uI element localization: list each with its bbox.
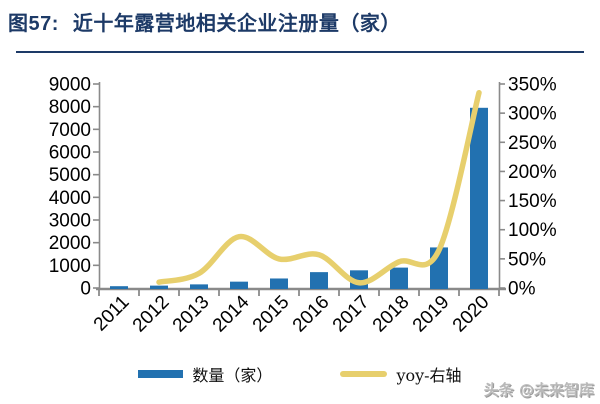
chart-legend: 数量（家） yoy-右轴 <box>0 362 600 386</box>
bar-2011 <box>110 286 128 289</box>
x-axis-year-label: 2015 <box>249 292 294 337</box>
x-axis-year-label: 2020 <box>449 292 494 337</box>
legend-item-bars: 数量（家） <box>138 362 272 386</box>
bar-2018 <box>390 267 408 289</box>
figure-number: 图57: <box>8 13 59 35</box>
bar-2013 <box>190 284 208 289</box>
bar-2012 <box>150 285 168 289</box>
x-axis-year-label: 2013 <box>169 292 214 337</box>
x-axis-year-label: 2012 <box>129 292 174 337</box>
left-axis-tick-label: 7000 <box>49 120 91 141</box>
right-axis-tick-label: 350% <box>508 75 557 96</box>
title-underline <box>16 51 584 53</box>
bar-2016 <box>310 272 328 289</box>
legend-item-line: yoy-右轴 <box>340 362 462 386</box>
figure-title-text: 近十年露营地相关企业注册量（家） <box>72 11 401 35</box>
left-axis-tick-label: 9000 <box>49 75 91 96</box>
x-axis-year-label: 2018 <box>369 292 414 337</box>
bar-series-label: 数量（家） <box>192 366 273 385</box>
bar-2015 <box>270 278 288 289</box>
right-axis-tick-label: 50% <box>508 249 546 270</box>
watermark: 头条 @未来智库 <box>483 381 594 399</box>
right-axis-tick-label: 150% <box>508 191 557 212</box>
x-axis-year-label: 2017 <box>329 292 374 337</box>
x-axis-year-label: 2016 <box>289 292 334 337</box>
figure-header: 图57: 近十年露营地相关企业注册量（家） <box>8 8 592 53</box>
line-series-swatch <box>340 371 388 377</box>
line-series-label: yoy-右轴 <box>396 366 462 385</box>
right-axis-tick-label: 0% <box>508 279 536 300</box>
x-axis-year-label: 2019 <box>409 292 454 337</box>
left-axis-tick-label: 5000 <box>49 165 91 186</box>
yoy-line <box>156 89 482 286</box>
figure-title: 图57: 近十年露营地相关企业注册量（家） <box>8 8 592 39</box>
left-axis-tick-label: 4000 <box>49 188 91 209</box>
bar-2014 <box>230 281 248 289</box>
left-axis-tick-label: 2000 <box>49 233 91 254</box>
left-axis-tick-label: 6000 <box>49 143 91 164</box>
right-axis-tick-label: 200% <box>508 162 557 183</box>
bar-2020 <box>470 107 488 289</box>
right-axis-tick-label: 250% <box>508 133 557 154</box>
bar-series-swatch <box>138 370 184 378</box>
left-axis-tick-label: 0 <box>80 279 91 300</box>
right-axis-tick-label: 100% <box>508 220 557 241</box>
left-axis-tick-label: 3000 <box>49 211 91 232</box>
x-axis-year-label: 2011 <box>90 292 134 336</box>
x-axis-year-label: 2014 <box>209 291 254 336</box>
left-axis-tick-label: 8000 <box>49 97 91 118</box>
right-axis-tick-label: 300% <box>508 104 557 125</box>
left-axis-tick-label: 1000 <box>49 256 91 277</box>
